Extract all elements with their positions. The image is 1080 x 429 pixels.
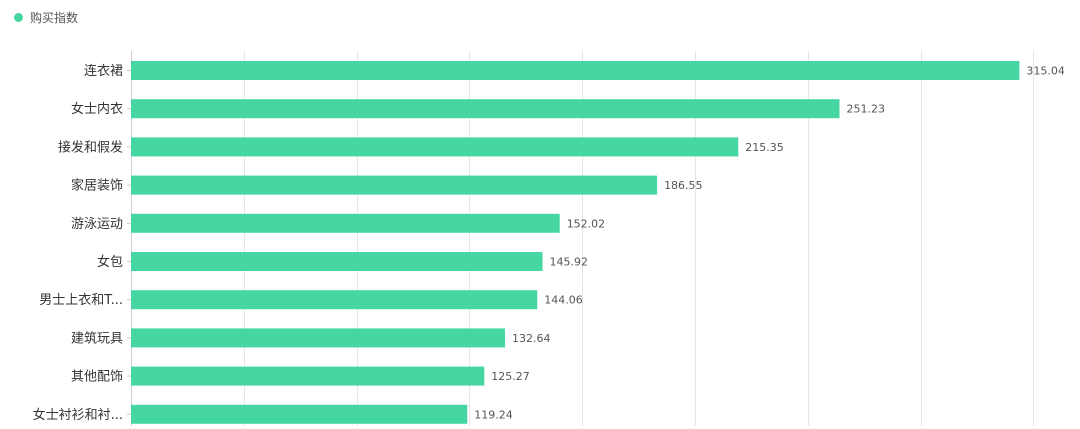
bar: [131, 61, 1020, 80]
category-label: 接发和假发: [58, 139, 123, 155]
data-label: 144.06: [544, 294, 583, 307]
category-label: 女包: [97, 254, 123, 270]
data-label: 215.35: [745, 141, 784, 154]
bar: [131, 366, 485, 386]
data-label: 132.64: [512, 332, 551, 345]
bar: [131, 213, 560, 233]
category-label: 其他配饰: [71, 370, 123, 385]
bar: [131, 99, 840, 119]
bar: [131, 328, 506, 348]
data-label: 186.55: [664, 179, 703, 192]
data-label: 315.04: [1026, 65, 1065, 78]
bar: [131, 252, 543, 271]
bar: [131, 137, 739, 157]
category-label: 女士衬衫和衬...: [33, 407, 123, 423]
data-label: 119.24: [474, 408, 513, 421]
bar: [131, 175, 658, 195]
data-label: 145.92: [549, 256, 588, 269]
legend: 购买指数: [14, 9, 78, 26]
category-label: 家居装饰: [71, 178, 123, 194]
legend-marker: [14, 13, 23, 22]
legend-label: 购买指数: [30, 11, 79, 25]
data-label: 125.27: [491, 370, 530, 383]
category-label: 连衣裙: [84, 63, 123, 79]
category-label: 男士上衣和T...: [39, 292, 123, 308]
bar: [131, 404, 468, 424]
bar: [131, 290, 538, 310]
category-label: 游泳运动: [71, 217, 123, 232]
category-label: 建筑玩具: [71, 330, 123, 346]
category-label: 女士内衣: [71, 101, 123, 117]
data-label: 251.23: [846, 103, 885, 116]
data-label: 152.02: [567, 217, 606, 230]
